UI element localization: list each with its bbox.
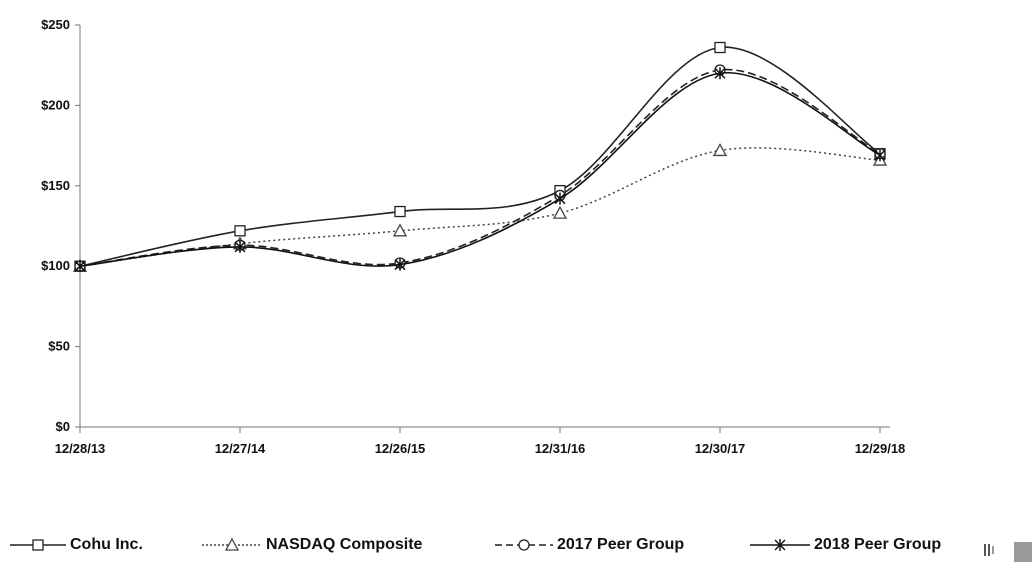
x-tick-label: 12/31/16: [535, 441, 586, 456]
legend-item-peer-2017: 2017 Peer Group: [495, 530, 684, 560]
series-1-point: [234, 225, 246, 237]
x-tick-label: 12/29/18: [855, 441, 906, 456]
y-tick-label: $200: [41, 97, 70, 112]
legend-swatch-peer-2018: [750, 539, 810, 551]
y-tick-label: $150: [41, 178, 70, 193]
x-tick-label: 12/30/17: [695, 441, 746, 456]
y-tick-label: $0: [56, 419, 70, 434]
series-1-line: [79, 46, 881, 267]
legend-label-peer-2018: 2018 Peer Group: [814, 536, 942, 553]
legend-item-peer-2018: 2018 Peer Group: [750, 530, 941, 560]
legend-swatch-peer-2017: [495, 539, 553, 551]
legend-item-cohu: Cohu Inc.: [10, 530, 143, 560]
series-2-point: [712, 143, 728, 157]
legend-swatch-nasdaq: [202, 537, 262, 551]
x-tick-label: 12/27/14: [215, 441, 266, 456]
series-4-point: [554, 192, 566, 205]
series-4-point: [714, 67, 726, 80]
y-tick-label: $50: [48, 339, 70, 354]
series-2-point: [392, 223, 408, 237]
line-chart: $0 $50 $100 $150 $200 $250 12/28/13 12/27/14 12/…: [41, 17, 906, 456]
series-4-line: [79, 72, 881, 267]
x-tick-label: 12/28/13: [55, 441, 106, 456]
series-4-point: [394, 258, 406, 271]
legend-label-peer-2017: 2017 Peer Group: [557, 536, 685, 553]
legend-item-nasdaq: NASDAQ Composite: [202, 530, 422, 560]
x-tick-label: 12/26/15: [375, 441, 426, 456]
y-tick-label: $100: [41, 258, 70, 273]
series-3-line: [79, 68, 881, 267]
legend-swatch-cohu: [10, 539, 66, 551]
series-4-point: [74, 260, 86, 273]
corner-artifact-icon: [984, 542, 1032, 562]
series-1-point: [714, 41, 726, 54]
series-2-point: [552, 205, 568, 219]
legend-label-nasdaq: NASDAQ Composite: [266, 536, 423, 553]
y-tick-label: $250: [41, 17, 70, 32]
series-4-point: [234, 240, 246, 253]
chart-legend: Cohu Inc. NASDAQ Composite 2017 Peer Gro…: [0, 530, 1032, 560]
series-1-point: [394, 205, 406, 218]
series-4-point: [874, 149, 886, 162]
legend-label-cohu: Cohu Inc.: [70, 536, 143, 553]
